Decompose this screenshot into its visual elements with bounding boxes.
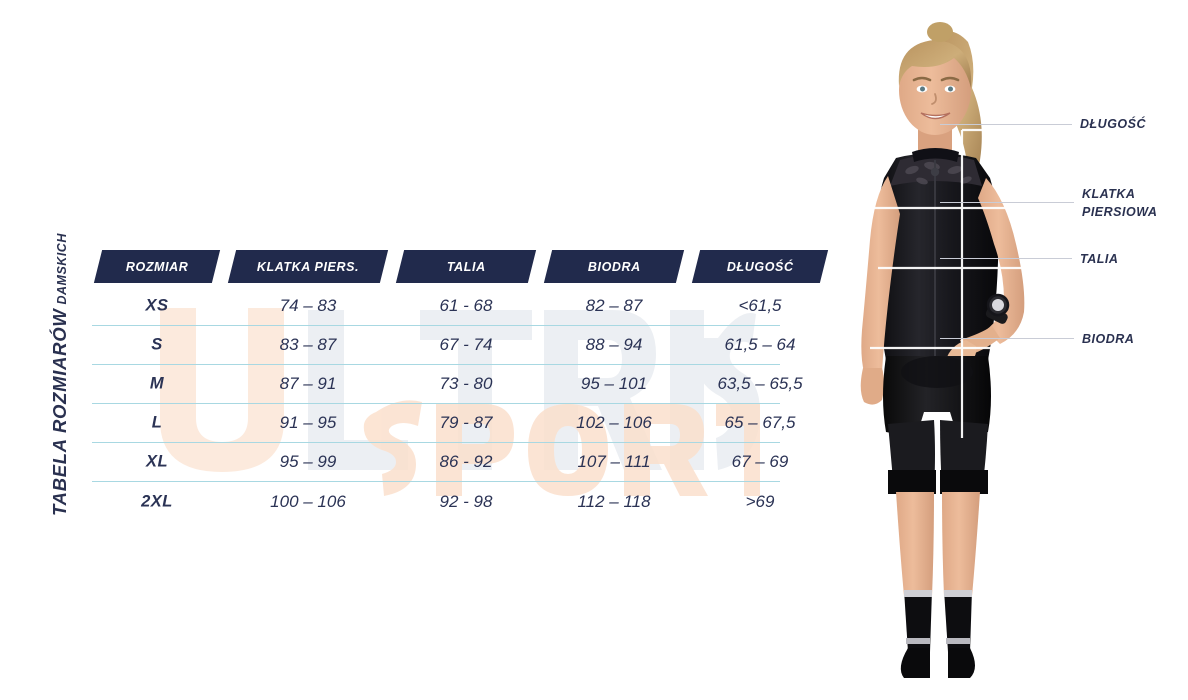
column-header-dlugosc-label: DŁUGOŚĆ — [726, 259, 794, 274]
cell-hips: 102 – 106 — [576, 413, 652, 432]
cell-hips: 107 – 111 — [577, 452, 651, 471]
column-header-biodra: BIODRA — [543, 250, 685, 283]
column-header-talia: TALIA — [395, 250, 537, 283]
cell-waist: 92 - 98 — [439, 491, 493, 511]
cell-length: 65 – 67,5 — [724, 413, 796, 432]
table-row: 2XL 100 – 106 92 - 98 112 – 118 >69 — [92, 482, 780, 521]
chart-title-vertical: TABELA ROZMIARÓW DAMSKICH — [0, 233, 90, 525]
cell-chest: 91 – 95 — [279, 413, 337, 432]
cell-chest: 100 – 106 — [270, 491, 346, 511]
leader-line-klatka-piersiowa — [940, 202, 1074, 203]
cell-hips: 112 – 118 — [577, 491, 651, 511]
table-row: XL 95 – 99 86 - 92 107 – 111 67 – 69 — [92, 443, 788, 482]
callout-label-talia: TALIA — [1080, 252, 1119, 266]
leader-line-talia — [940, 258, 1072, 259]
cell-size: M — [149, 374, 165, 393]
cell-length: >69 — [745, 491, 775, 511]
cell-length: 61,5 – 64 — [724, 335, 796, 354]
column-header-rozmiar: ROZMIAR — [93, 250, 221, 283]
cell-waist: 61 - 68 — [439, 296, 493, 315]
page-title: TABELA ROZMIARÓW DAMSKICH — [49, 226, 71, 516]
column-header-rozmiar-label: ROZMIAR — [125, 259, 189, 274]
cell-hips: 95 – 101 — [580, 374, 648, 393]
cell-waist: 73 - 80 — [439, 374, 493, 393]
callout-label-klatka-piersiowa: KLATKA PIERSIOWA — [1082, 187, 1158, 220]
cell-size: S — [151, 335, 163, 354]
cell-waist: 86 - 92 — [439, 452, 493, 471]
cell-size: L — [151, 413, 163, 432]
female-cyclist-model-photo — [800, 0, 1100, 700]
cell-size: 2XL — [141, 492, 173, 510]
column-header-dlugosc: DŁUGOŚĆ — [691, 250, 829, 283]
measurement-callouts: DŁUGOŚĆ KLATKA PIERSIOWA TALIA BIODRA — [940, 0, 1188, 700]
callout-label-dlugosc: DŁUGOŚĆ — [1080, 117, 1146, 131]
page-title-main: TABELA ROZMIARÓW — [49, 308, 70, 516]
cell-waist: 79 - 87 — [439, 413, 493, 432]
table-row: XS 74 – 83 61 - 68 82 – 87 <61,5 — [92, 287, 782, 326]
cell-chest: 83 – 87 — [279, 335, 337, 354]
table-row: S 83 – 87 67 - 74 88 – 94 61,5 – 64 — [92, 326, 795, 365]
cell-size: XL — [145, 452, 169, 471]
cell-length: <61,5 — [738, 296, 782, 315]
column-header-klatka-piers-label: KLATKA PIERS. — [256, 259, 360, 274]
column-header-biodra-label: BIODRA — [587, 259, 641, 274]
size-table: ROZMIAR KLATKA PIERS. TALIA BIODRA DŁUGO… — [92, 250, 829, 525]
cell-length: 63,5 – 65,5 — [717, 374, 803, 393]
table-header-row: ROZMIAR KLATKA PIERS. TALIA BIODRA DŁUGO… — [92, 250, 829, 287]
cell-waist: 67 - 74 — [439, 335, 493, 354]
cell-chest: 87 – 91 — [279, 374, 337, 393]
cell-chest: 95 – 99 — [279, 452, 337, 471]
callout-label-biodra: BIODRA — [1082, 332, 1135, 346]
leader-line-biodra — [940, 338, 1074, 339]
leader-line-dlugosc — [940, 124, 1072, 125]
column-header-talia-label: TALIA — [446, 259, 486, 274]
table-body: XS 74 – 83 61 - 68 82 – 87 <61,5 S 83 – … — [92, 287, 803, 521]
cell-length: 67 – 69 — [731, 452, 789, 471]
table-row: M 87 – 91 73 - 80 95 – 101 63,5 – 65,5 — [92, 365, 803, 404]
table-row: L 91 – 95 79 - 87 102 – 106 65 – 67,5 — [92, 404, 795, 443]
cell-hips: 88 – 94 — [585, 335, 643, 354]
cell-chest: 74 – 83 — [279, 296, 337, 315]
column-header-klatka-piers: KLATKA PIERS. — [227, 250, 389, 283]
cell-size: XS — [145, 296, 169, 315]
page-title-sub: DAMSKICH — [55, 233, 69, 305]
cell-hips: 82 – 87 — [585, 296, 643, 315]
